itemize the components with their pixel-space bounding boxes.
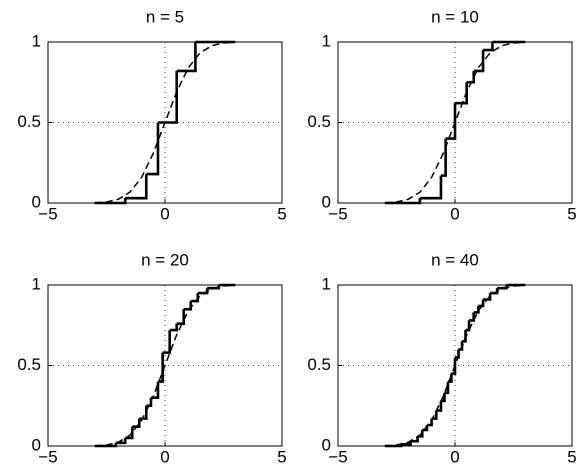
plot-frame [337, 284, 573, 447]
x-tick-label: 0 [160, 447, 169, 466]
x-tick-label: 0 [450, 204, 459, 223]
step-segment [483, 293, 492, 301]
x-tick-label: 0 [450, 447, 459, 466]
step-segment [455, 82, 468, 105]
x-tick-label: 5 [567, 204, 576, 223]
step-segment [478, 299, 485, 308]
x-tick-label: 5 [277, 204, 286, 223]
step-segment [469, 312, 476, 322]
chart-title: n = 20 [141, 250, 189, 269]
x-tick-label: −5 [328, 447, 347, 466]
step-segment [451, 357, 457, 375]
y-tick-label: 0 [322, 192, 331, 211]
x-tick-label: −5 [38, 204, 57, 223]
step-segment [410, 436, 419, 443]
y-tick-label: 1 [322, 31, 331, 50]
step-segment [465, 320, 471, 332]
step-segment [146, 122, 160, 176]
step-segment [440, 138, 447, 177]
step-segment [462, 330, 467, 343]
step-segment [190, 293, 200, 303]
step-segment [146, 397, 153, 408]
cdf-line [94, 284, 236, 447]
cdf-line [384, 41, 526, 204]
step-segment [183, 301, 193, 311]
step-segment [473, 305, 480, 314]
step-segment [197, 288, 209, 295]
plot-frame [337, 41, 573, 204]
step-segment [125, 426, 134, 440]
step-segment [132, 418, 141, 428]
x-tick-label: 5 [277, 447, 286, 466]
step-segment [458, 341, 464, 351]
y-tick-label: 1 [32, 274, 41, 293]
cdf-line [94, 41, 236, 204]
step-segment [490, 288, 499, 295]
step-segment [426, 418, 433, 427]
y-tick-label: 0 [32, 435, 41, 454]
chart-title: n = 40 [431, 250, 479, 269]
step-segment [466, 70, 476, 84]
step-segment [445, 103, 457, 140]
y-tick-label: 0 [32, 192, 41, 211]
x-tick-label: 0 [160, 204, 169, 223]
chart-title: n = 5 [146, 7, 184, 26]
step-segment [169, 323, 178, 332]
step-segment [436, 400, 443, 412]
step-segment [115, 437, 127, 445]
y-tick-label: 1 [32, 31, 41, 50]
step-segment [150, 381, 160, 399]
y-tick-label: 0.5 [17, 355, 41, 374]
step-segment [162, 330, 171, 354]
step-segment [483, 42, 494, 52]
x-tick-label: −5 [38, 447, 57, 466]
cdf-line [384, 284, 526, 447]
chart-title: n = 10 [431, 7, 479, 26]
step-segment [125, 174, 148, 200]
y-tick-label: 0 [322, 435, 331, 454]
x-tick-label: −5 [328, 204, 347, 223]
x-tick-label: 5 [567, 447, 576, 466]
y-tick-label: 0.5 [307, 355, 331, 374]
step-segment [176, 309, 186, 325]
step-segment [473, 50, 485, 73]
step-segment [440, 392, 446, 403]
y-tick-label: 0.5 [307, 112, 331, 131]
plot-frame [47, 41, 283, 204]
y-tick-label: 1 [322, 274, 331, 293]
plot-frame [47, 284, 283, 447]
step-segment [176, 42, 197, 73]
y-tick-label: 0.5 [17, 112, 41, 131]
step-segment [419, 175, 443, 200]
